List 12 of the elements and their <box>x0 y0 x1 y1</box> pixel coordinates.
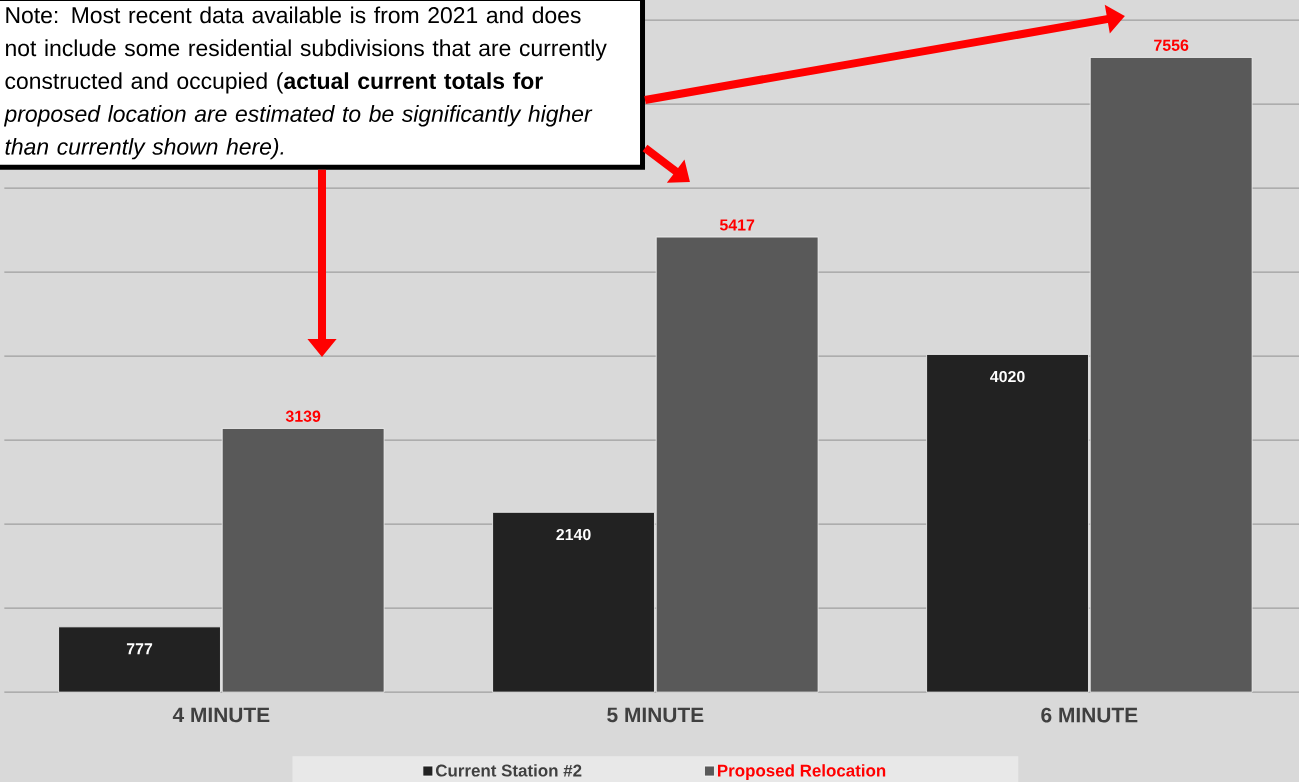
data-label: 5417 <box>719 219 755 231</box>
data-label: 7556 <box>1154 39 1189 51</box>
x-tick-label: 5 MINUTE <box>607 707 704 723</box>
x-tick-label: 6 MINUTE <box>1041 707 1138 723</box>
data-label: 777 <box>126 643 153 655</box>
x-tick-label: 4 MINUTE <box>172 707 270 723</box>
data-label: 3139 <box>285 410 321 422</box>
annotation: Note: Most recent data available is from 2021 and does not include some residential subdivisions that are currently constructed and occupied (actual current totals for proposed location are estimated to be significantly higher than currently shown here). <box>3 6 607 160</box>
legend-label: Proposed Relocation <box>717 764 886 780</box>
data-label: 2140 <box>556 528 591 541</box>
legend-label: Current Station #2 <box>435 764 582 777</box>
data-label: 4020 <box>990 370 1025 383</box>
